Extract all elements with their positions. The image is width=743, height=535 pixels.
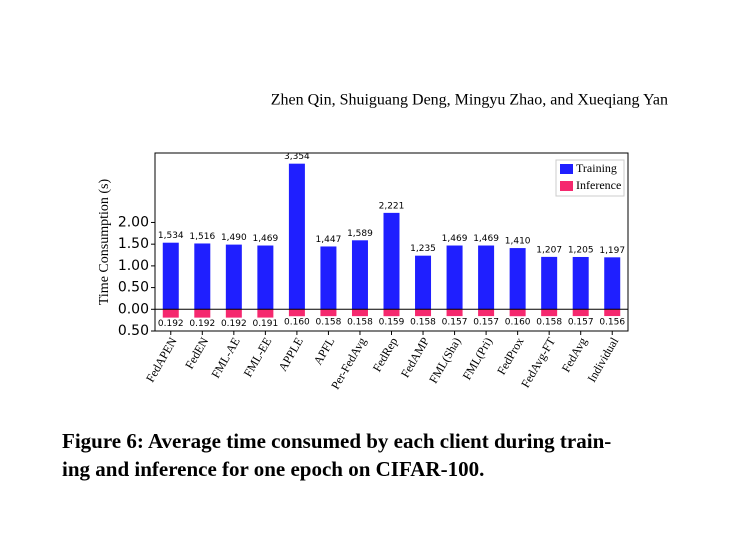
x-tick-label: FedAvg — [559, 335, 590, 375]
value-label: 0.157 — [442, 318, 468, 328]
value-label: 1,235 — [410, 244, 436, 254]
bar — [415, 309, 432, 317]
x-tick-label: Individual — [584, 334, 621, 384]
value-label: 3,354 — [284, 152, 310, 162]
bar — [572, 256, 589, 310]
legend-label: Training — [576, 161, 617, 175]
bar — [415, 255, 432, 310]
bar — [478, 309, 495, 317]
value-label: 0.156 — [599, 318, 625, 328]
bar — [351, 309, 368, 317]
y-axis-label: Time Consumption (s) — [97, 179, 112, 306]
bar — [541, 256, 558, 310]
caption-line: Figure 6: Average time consumed by each … — [62, 429, 611, 453]
caption-line: ing and inference for one epoch on CIFAR… — [62, 457, 484, 481]
bar — [541, 309, 558, 317]
bar — [509, 248, 526, 310]
bar — [162, 309, 179, 318]
x-tick-label: FedProx — [494, 335, 526, 377]
value-label: 0.192 — [189, 319, 215, 329]
bar — [351, 240, 368, 310]
value-label: 1,516 — [189, 232, 215, 242]
y-tick-label: 1.50 — [118, 236, 149, 252]
value-label: 1,447 — [316, 235, 342, 245]
value-label: 1,589 — [347, 229, 373, 239]
value-label: 1,469 — [252, 234, 278, 244]
legend-label: Inference — [576, 178, 621, 192]
value-label: 0.160 — [284, 318, 310, 328]
value-label: 0.157 — [568, 318, 594, 328]
bar — [162, 242, 179, 310]
bar — [572, 309, 589, 317]
value-label: 0.157 — [473, 318, 499, 328]
x-tick-label: FedEN — [182, 335, 211, 372]
value-label: 0.159 — [379, 318, 405, 328]
x-tick-label: FML-AE — [208, 335, 242, 381]
bar — [446, 309, 463, 317]
x-tick-label: FedAPEN — [143, 335, 180, 385]
x-tick-label: FML(Pri) — [460, 335, 495, 382]
value-label: 0.158 — [316, 318, 342, 328]
value-label: 1,205 — [568, 245, 594, 255]
value-label: 1,469 — [442, 234, 468, 244]
bar — [257, 309, 274, 318]
value-label: 2,221 — [379, 201, 405, 211]
bar — [446, 245, 463, 310]
value-label: 0.160 — [505, 318, 531, 328]
y-tick-label: 0.00 — [118, 301, 149, 317]
bar — [194, 309, 211, 318]
bar — [194, 243, 211, 310]
y-tick-label: 0.50 — [118, 323, 149, 339]
y-tick-label: 1.00 — [118, 258, 149, 274]
value-label: 0.192 — [221, 319, 247, 329]
legend-swatch — [560, 164, 573, 174]
bar — [604, 309, 621, 317]
bar — [383, 212, 400, 310]
x-tick-label: APPLE — [275, 335, 305, 374]
bar — [257, 245, 274, 310]
value-label: 0.158 — [347, 318, 373, 328]
legend-swatch — [560, 181, 573, 191]
value-label: 1,207 — [536, 245, 562, 255]
x-tick-label: FedAMP — [398, 335, 432, 380]
bar — [509, 309, 526, 317]
value-label: 0.158 — [410, 318, 436, 328]
x-tick-label: FML-EE — [241, 335, 275, 380]
x-tick-label: FedRep — [370, 335, 401, 374]
bar — [320, 246, 337, 310]
bar — [604, 257, 621, 310]
bar — [383, 309, 400, 317]
value-label: 1,410 — [505, 237, 531, 247]
y-tick-label: 2.00 — [118, 214, 149, 230]
x-tick-label: FML(Sha) — [426, 335, 463, 386]
bar — [478, 245, 495, 310]
bar — [225, 244, 242, 310]
value-label: 0.191 — [252, 319, 278, 329]
x-tick-label: APFL — [311, 335, 338, 367]
value-label: 1,534 — [158, 231, 184, 241]
value-label: 0.192 — [158, 319, 184, 329]
y-tick-label: 0.50 — [118, 280, 149, 296]
bar — [288, 309, 305, 317]
bar — [225, 309, 242, 318]
value-label: 1,469 — [473, 234, 499, 244]
value-label: 0.158 — [536, 318, 562, 328]
value-label: 1,490 — [221, 233, 247, 243]
bar — [320, 309, 337, 317]
running-header: Zhen Qin, Shuiguang Deng, Mingyu Zhao, a… — [271, 92, 668, 109]
value-label: 1,197 — [599, 246, 625, 256]
bar — [288, 163, 305, 310]
